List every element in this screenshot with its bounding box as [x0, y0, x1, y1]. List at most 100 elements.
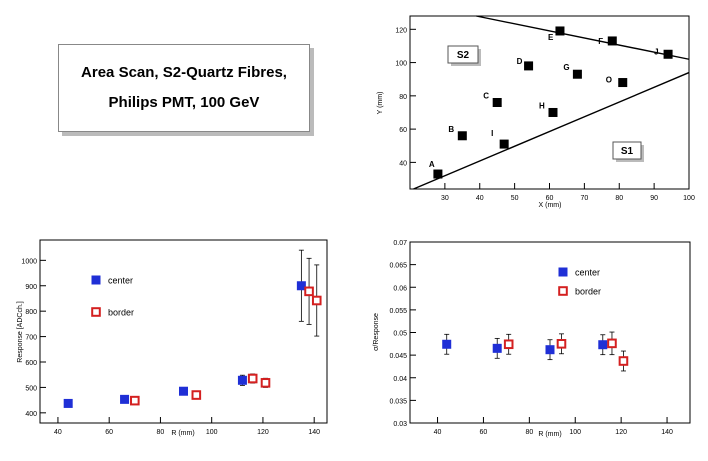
- response-chart: 40 60 80 100 120 140 400 500 600 700 800 900 1000 R (…: [17, 239, 328, 437]
- x-tick-label: 40: [54, 429, 62, 436]
- y-tick-label: 500: [25, 385, 37, 392]
- y-axis-label: Y (mm): [377, 92, 384, 115]
- x-tick-label: 40: [476, 195, 484, 202]
- legend-label: border: [108, 308, 134, 318]
- sigma-response-chart: 40 60 80 100 120 140 0.03 0.035 0.04 0.045 0.05 0.0…: [373, 240, 691, 438]
- y-tick-label: 0.04: [393, 376, 407, 383]
- legend-border-marker: [558, 286, 568, 296]
- center-data-point: [442, 339, 452, 349]
- scan-point-label: G: [563, 63, 569, 72]
- legend-center-marker: [558, 267, 568, 277]
- title-line-1: Area Scan, S2-Quartz Fibres,: [81, 64, 287, 81]
- center-data-point: [545, 345, 555, 355]
- x-tick-label: 140: [661, 429, 673, 436]
- x-tick-label: 40: [434, 429, 442, 436]
- center-data-point: [120, 394, 130, 404]
- x-axis-label: X (mm): [539, 202, 562, 209]
- x-tick-label: 100: [206, 429, 218, 436]
- x-tick-label: 120: [615, 429, 627, 436]
- y-tick-label: 100: [395, 61, 407, 68]
- y-tick-label: 1000: [21, 258, 37, 265]
- x-tick-label: 80: [157, 429, 165, 436]
- y-axis-label: Response [ADCch.]: [17, 301, 24, 363]
- scan-point-label: J: [654, 47, 658, 56]
- y-tick-label: 60: [399, 127, 407, 134]
- legend-center-marker: [91, 275, 101, 285]
- center-data-point: [492, 343, 502, 353]
- scan-point-marker: [663, 49, 673, 59]
- border-data-point: [556, 339, 567, 349]
- x-tick-label: 60: [480, 429, 488, 436]
- scan-point-label: O: [606, 76, 612, 85]
- legend-label: center: [575, 268, 600, 278]
- y-tick-label: 0.05: [393, 331, 407, 338]
- scan-point-label: A: [429, 160, 435, 169]
- border-data-point: [304, 286, 314, 297]
- y-tick-label: 0.035: [389, 398, 407, 405]
- border-data-point: [503, 339, 514, 350]
- scan-point-marker: [499, 139, 509, 149]
- region-label-box: [612, 141, 642, 160]
- scan-point-label: D: [517, 57, 523, 66]
- scan-point-marker: [572, 69, 582, 79]
- legend-label: center: [108, 276, 133, 286]
- x-axis-label: R (mm): [538, 431, 561, 438]
- center-data-point: [296, 281, 306, 291]
- y-tick-label: 40: [399, 160, 407, 167]
- title-line-2: Philips PMT, 100 GeV: [108, 94, 260, 111]
- scan-point-marker: [524, 61, 534, 71]
- x-tick-label: 90: [650, 195, 658, 202]
- scan-point-label: I: [491, 129, 493, 138]
- border-data-point: [311, 295, 322, 306]
- y-tick-label: 600: [25, 360, 37, 367]
- fibre-boundary-line: [413, 71, 690, 190]
- scan-point-marker: [618, 78, 628, 88]
- scan-point-label: H: [539, 101, 545, 110]
- scan-point-marker: [548, 107, 558, 117]
- x-axis-label: R (mm): [171, 430, 194, 437]
- area-scan-map-chart: 30 40 50 60 70 80 90 100 40 60 80 100 120 X (mm) Y (mm…: [377, 15, 695, 209]
- y-tick-label: 0.045: [389, 353, 407, 360]
- y-tick-label: 400: [25, 411, 37, 418]
- scan-point-label: F: [598, 37, 603, 46]
- scan-point-marker: [492, 98, 502, 107]
- center-data-point: [63, 398, 73, 408]
- fibre-boundary-line: [476, 15, 690, 60]
- center-data-point: [598, 340, 608, 350]
- scan-point-marker: [433, 169, 443, 179]
- scan-point-marker: [457, 131, 467, 141]
- x-tick-label: 100: [569, 429, 581, 436]
- border-data-point: [260, 378, 271, 388]
- x-tick-label: 60: [105, 429, 113, 436]
- y-tick-label: 800: [25, 309, 37, 316]
- scan-point-label: E: [548, 33, 554, 42]
- x-tick-label: 50: [511, 195, 519, 202]
- x-tick-label: 140: [308, 429, 320, 436]
- x-tick-label: 100: [683, 195, 695, 202]
- y-tick-label: 120: [395, 27, 407, 34]
- legend-label: border: [575, 287, 601, 297]
- scan-point-marker: [607, 36, 617, 46]
- region-label-box: [447, 45, 479, 64]
- center-data-point: [237, 375, 247, 385]
- y-tick-label: 0.03: [393, 421, 407, 428]
- border-data-point: [130, 395, 140, 406]
- x-tick-label: 30: [441, 195, 449, 202]
- y-tick-label: 0.065: [389, 263, 407, 270]
- border-data-point: [607, 338, 617, 349]
- center-data-point: [179, 386, 188, 396]
- region-label: S2: [457, 50, 470, 61]
- y-tick-label: 0.07: [393, 240, 407, 247]
- y-tick-label: 700: [25, 335, 37, 342]
- x-tick-label: 120: [257, 429, 269, 436]
- title-box: Area Scan, S2-Quartz Fibres, Philips PMT…: [58, 44, 310, 132]
- plot-frame: [39, 239, 328, 424]
- plot-frame: [409, 241, 691, 424]
- y-axis-label: σ/Response: [373, 313, 380, 351]
- y-tick-label: 900: [25, 284, 37, 291]
- y-tick-label: 0.06: [393, 285, 407, 292]
- border-data-point: [191, 390, 202, 400]
- scan-point-label: B: [448, 125, 454, 134]
- x-tick-label: 70: [580, 195, 588, 202]
- border-data-point: [618, 356, 629, 366]
